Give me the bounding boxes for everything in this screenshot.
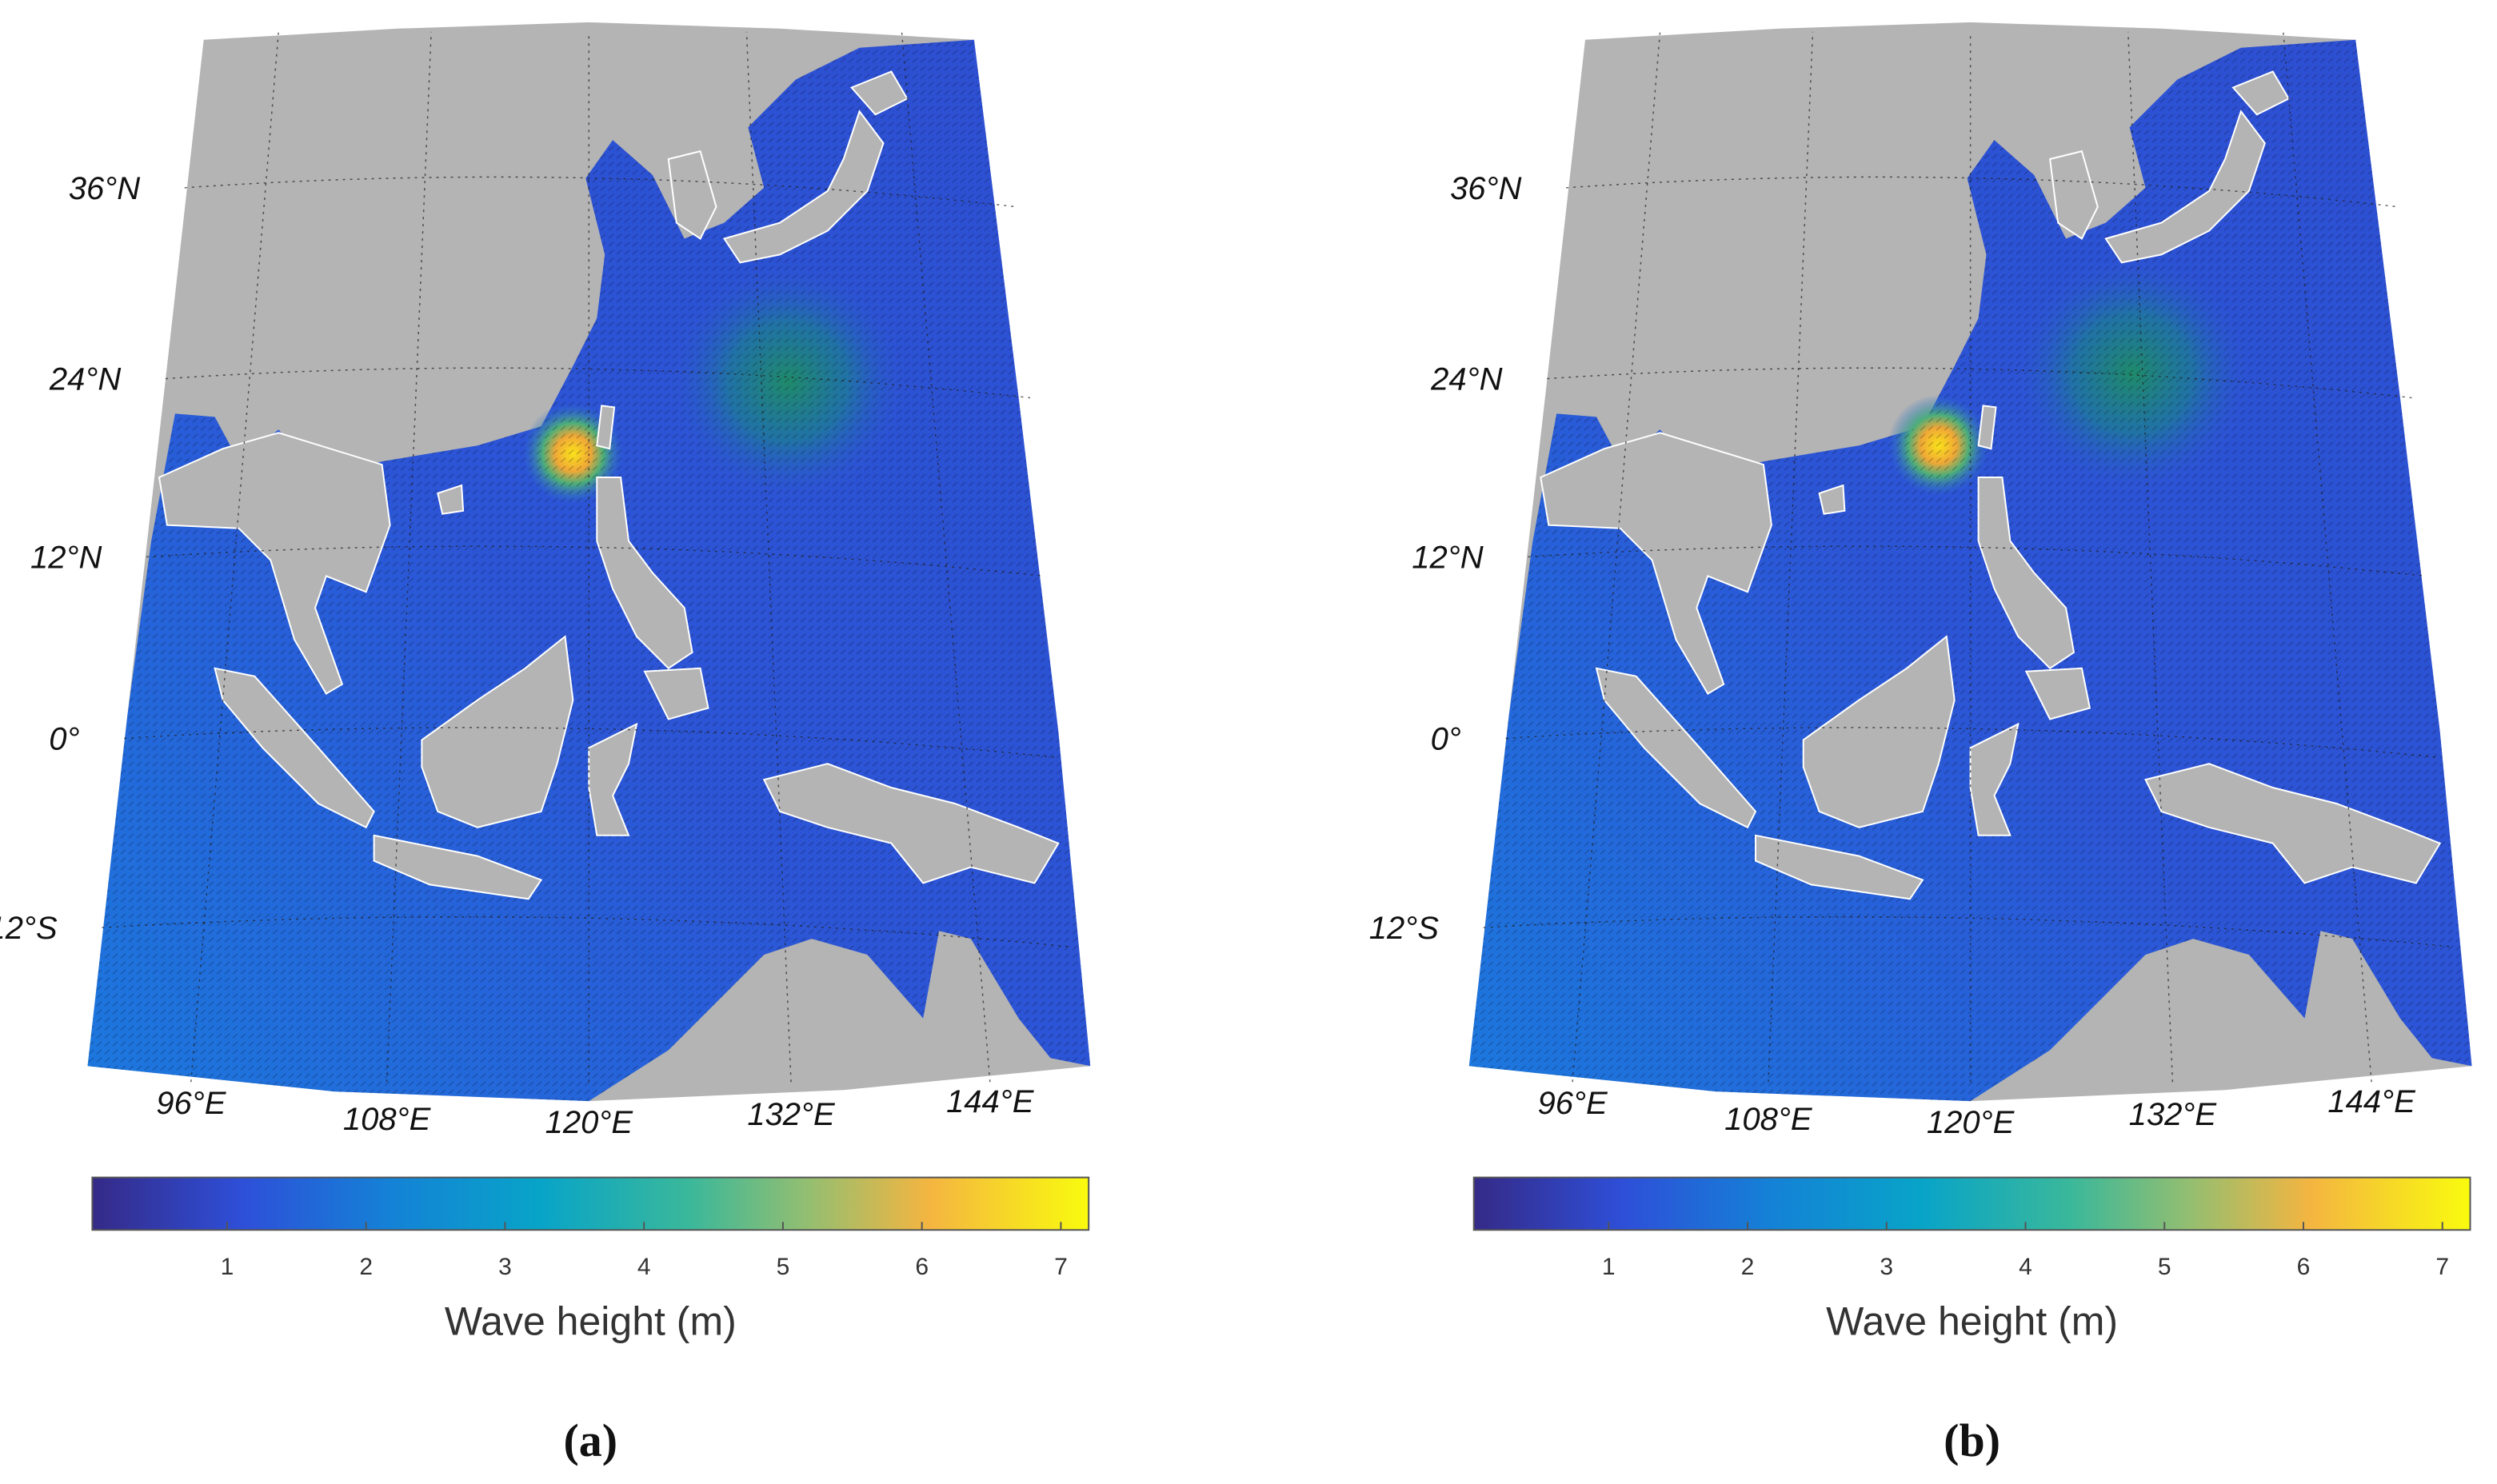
meridian bbox=[1572, 31, 1661, 1083]
land bbox=[421, 635, 574, 828]
latitude-label: 12°N bbox=[1412, 541, 1483, 576]
meridian bbox=[386, 31, 432, 1083]
colorbar-tick-label: 7 bbox=[2435, 1254, 2449, 1280]
land bbox=[214, 667, 375, 829]
land bbox=[667, 150, 717, 240]
land bbox=[437, 484, 465, 515]
panel: 36°N 24°N 12°N 0° 12°S 96°E 108°E 120°E 132°E 144… bbox=[1369, 22, 2472, 1466]
colorbar-tick-label: 5 bbox=[777, 1254, 790, 1280]
longitude-label: 144°E bbox=[946, 1084, 1035, 1119]
panel-caption: (a) bbox=[563, 1414, 617, 1466]
panel-caption: (b) bbox=[1944, 1414, 2000, 1466]
longitude-label: 108°E bbox=[343, 1102, 432, 1137]
latitude-label: 0° bbox=[1431, 721, 1461, 756]
colorbar-label: Wave height (m) bbox=[445, 1299, 737, 1344]
meridian bbox=[2127, 31, 2174, 1083]
land bbox=[1595, 667, 1757, 829]
land bbox=[1818, 484, 1846, 515]
parallel bbox=[102, 916, 1070, 947]
longitude-label: 120°E bbox=[1927, 1105, 2016, 1140]
longitude-label: 132°E bbox=[2129, 1097, 2218, 1132]
longitude-label: 132°E bbox=[747, 1097, 836, 1132]
land bbox=[1802, 635, 1956, 828]
parallel bbox=[1547, 367, 2412, 399]
land bbox=[2144, 763, 2442, 884]
latitude-label: 24°N bbox=[49, 362, 121, 397]
colorbar-tick-label: 6 bbox=[915, 1254, 929, 1280]
land bbox=[1977, 477, 2076, 670]
meridian bbox=[190, 31, 279, 1083]
latitude-label: 36°N bbox=[69, 171, 140, 206]
colorbar-tick-label: 1 bbox=[221, 1254, 234, 1280]
colorbar-tick-label: 2 bbox=[1741, 1254, 1755, 1280]
land bbox=[2104, 110, 2266, 264]
land bbox=[2024, 667, 2091, 720]
colorbar-tick-label: 3 bbox=[498, 1254, 512, 1280]
meridian bbox=[1768, 31, 1814, 1083]
colorbar-label: Wave height (m) bbox=[1826, 1299, 2118, 1344]
land bbox=[643, 667, 709, 720]
land bbox=[588, 722, 638, 836]
latitude-label: 24°N bbox=[1430, 362, 1502, 397]
colorbar-tick-label: 4 bbox=[637, 1254, 651, 1280]
meridian bbox=[2283, 31, 2372, 1083]
parallel bbox=[1505, 727, 2439, 758]
land bbox=[1969, 722, 2020, 836]
longitude-label: 96°E bbox=[156, 1086, 226, 1121]
meridian bbox=[901, 31, 991, 1083]
land bbox=[1755, 834, 1924, 900]
longitude-label: 120°E bbox=[545, 1105, 634, 1140]
latitude-label: 0° bbox=[49, 721, 79, 756]
colorbar-tick-label: 6 bbox=[2297, 1254, 2311, 1280]
parallel bbox=[146, 545, 1044, 577]
colorbar-tick-label: 7 bbox=[1054, 1254, 1068, 1280]
colorbar-tick-label: 3 bbox=[1880, 1254, 1893, 1280]
colorbar-tick-label: 4 bbox=[2019, 1254, 2032, 1280]
parallel bbox=[1483, 916, 2452, 947]
map bbox=[1468, 22, 2472, 1102]
map bbox=[87, 22, 1091, 1102]
latitude-label: 12°S bbox=[0, 911, 58, 946]
parallel bbox=[124, 727, 1057, 758]
land bbox=[722, 110, 885, 264]
colorbar-tick-label: 5 bbox=[2158, 1254, 2171, 1280]
land bbox=[373, 834, 543, 900]
latitude-label: 12°N bbox=[30, 541, 102, 576]
longitude-label: 144°E bbox=[2327, 1084, 2416, 1119]
land bbox=[2048, 150, 2099, 240]
land bbox=[762, 763, 1060, 884]
land bbox=[596, 477, 693, 670]
meridian bbox=[745, 31, 792, 1083]
colorbar-tick-label: 2 bbox=[359, 1254, 373, 1280]
latitude-label: 36°N bbox=[1450, 171, 1521, 206]
longitude-label: 96°E bbox=[1538, 1086, 1608, 1121]
panel: 36°N 24°N 12°N 0° 12°S 96°E 108°E 120°E 132°E 144… bbox=[0, 22, 1091, 1466]
longitude-label: 108°E bbox=[1724, 1102, 1813, 1137]
land bbox=[158, 432, 391, 695]
latitude-label: 12°S bbox=[1369, 911, 1439, 946]
land bbox=[1540, 432, 1772, 695]
land bbox=[1977, 405, 1997, 450]
colorbar-tick-label: 1 bbox=[1602, 1254, 1616, 1280]
parallel bbox=[1528, 545, 2425, 577]
colorbar bbox=[1472, 1176, 2471, 1231]
land bbox=[596, 405, 616, 450]
parallel bbox=[165, 367, 1031, 399]
colorbar bbox=[91, 1176, 1090, 1231]
